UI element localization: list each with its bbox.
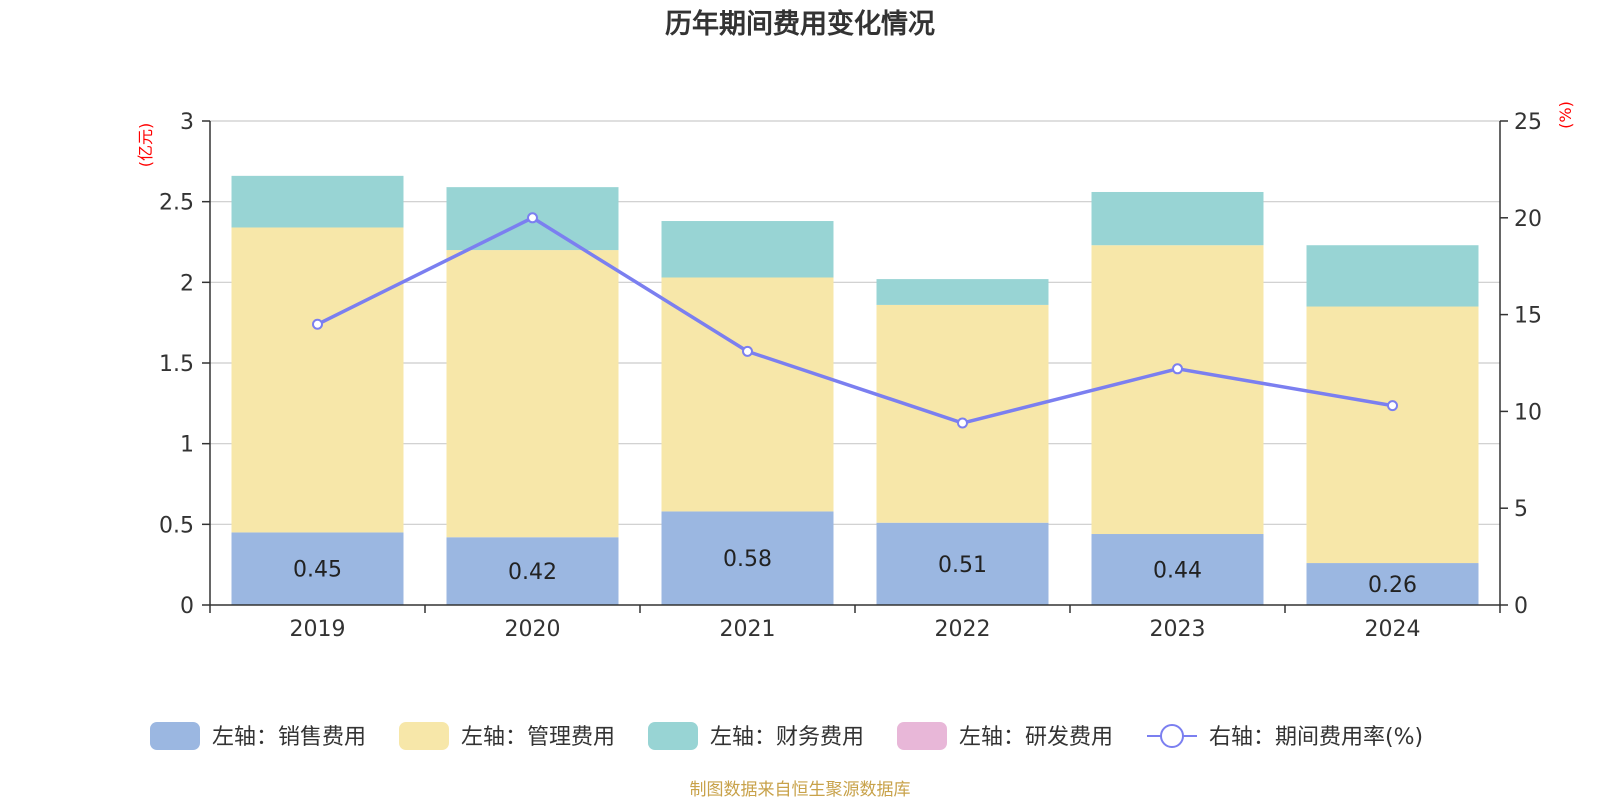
- rate-line: [312, 212, 1398, 429]
- x-tick-label: 2020: [505, 617, 561, 642]
- left-tick-label: 2: [180, 271, 194, 296]
- legend-swatch: [648, 722, 698, 750]
- bars: [231, 175, 1479, 605]
- rate-point: [312, 318, 323, 330]
- right-tick-label: 15: [1514, 304, 1542, 329]
- x-tick-label: 2021: [720, 617, 776, 642]
- legend: 左轴：销售费用 左轴：管理费用 左轴：财务费用 左轴：研发费用 右轴：期间费用率(%): [150, 722, 1423, 750]
- legend-label: 左轴：财务费用: [710, 725, 864, 750]
- legend-line-marker: [1160, 724, 1184, 748]
- rate-point: [1172, 363, 1183, 375]
- bar-segment: [1091, 534, 1264, 605]
- legend-swatch: [399, 722, 449, 750]
- grid-lines: [210, 120, 1500, 525]
- left-tick-label: 1: [180, 433, 194, 458]
- left-tick-label: 3: [180, 110, 194, 135]
- legend-label: 左轴：研发费用: [959, 725, 1113, 750]
- rate-point: [957, 417, 968, 429]
- bar-segment: [231, 532, 404, 605]
- bar-segment: [446, 537, 619, 605]
- legend-label: 左轴：销售费用: [212, 725, 366, 750]
- bar-data-label: 0.51: [938, 553, 987, 578]
- right-tick-label: 20: [1514, 207, 1542, 232]
- bar-data-label: 0.44: [1153, 559, 1202, 584]
- rate-point: [742, 345, 753, 357]
- left-tick-label: 2.5: [159, 191, 194, 216]
- right-tick-label: 5: [1514, 497, 1528, 522]
- bar-segment: [446, 250, 619, 538]
- bar-segment: [876, 522, 1049, 605]
- left-axis-unit: (亿元): [136, 123, 155, 168]
- right-axis-unit: (%): [1556, 101, 1575, 129]
- right-tick-label: 0: [1514, 594, 1528, 619]
- bar-segment: [231, 227, 404, 533]
- x-tick-label: 2024: [1365, 617, 1421, 642]
- bar-data-label: 0.58: [723, 547, 772, 572]
- data-labels: 0.45 0.42 0.58 0.51 0.44 0.26: [293, 547, 1417, 598]
- left-tick-label: 1.5: [159, 352, 194, 377]
- rate-point: [1387, 400, 1398, 412]
- x-tick-label: 2019: [290, 617, 346, 642]
- bar-segment: [1306, 306, 1479, 564]
- rate-point: [527, 212, 538, 224]
- x-tick-label: 2022: [935, 617, 991, 642]
- chart-title: 历年期间费用变化情况: [665, 8, 935, 40]
- legend-label: 右轴：期间费用率(%): [1209, 725, 1423, 750]
- right-tick-label: 25: [1514, 110, 1542, 135]
- bar-segment: [661, 221, 834, 278]
- bar-segment: [1091, 191, 1264, 246]
- bar-segment: [1306, 563, 1479, 605]
- bar-segment: [876, 279, 1049, 305]
- bar-segment: [876, 304, 1049, 523]
- bar-segment: [661, 511, 834, 605]
- bar-data-label: 0.45: [293, 558, 342, 583]
- right-tick-label: 10: [1514, 400, 1542, 425]
- rate-line-path: [316, 215, 1393, 425]
- left-tick-label: 0.5: [159, 513, 194, 538]
- source-note: 制图数据来自恒生聚源数据库: [690, 780, 911, 800]
- bar-segment: [1306, 245, 1479, 307]
- legend-swatch: [150, 722, 200, 750]
- bar-data-label: 0.42: [508, 560, 557, 585]
- bar-data-label: 0.26: [1368, 573, 1417, 598]
- left-tick-label: 0: [180, 594, 194, 619]
- legend-swatch: [897, 722, 947, 750]
- x-tick-label: 2023: [1150, 617, 1206, 642]
- legend-label: 左轴：管理费用: [461, 725, 615, 750]
- bar-segment: [231, 175, 404, 228]
- bar-segment: [1091, 245, 1264, 535]
